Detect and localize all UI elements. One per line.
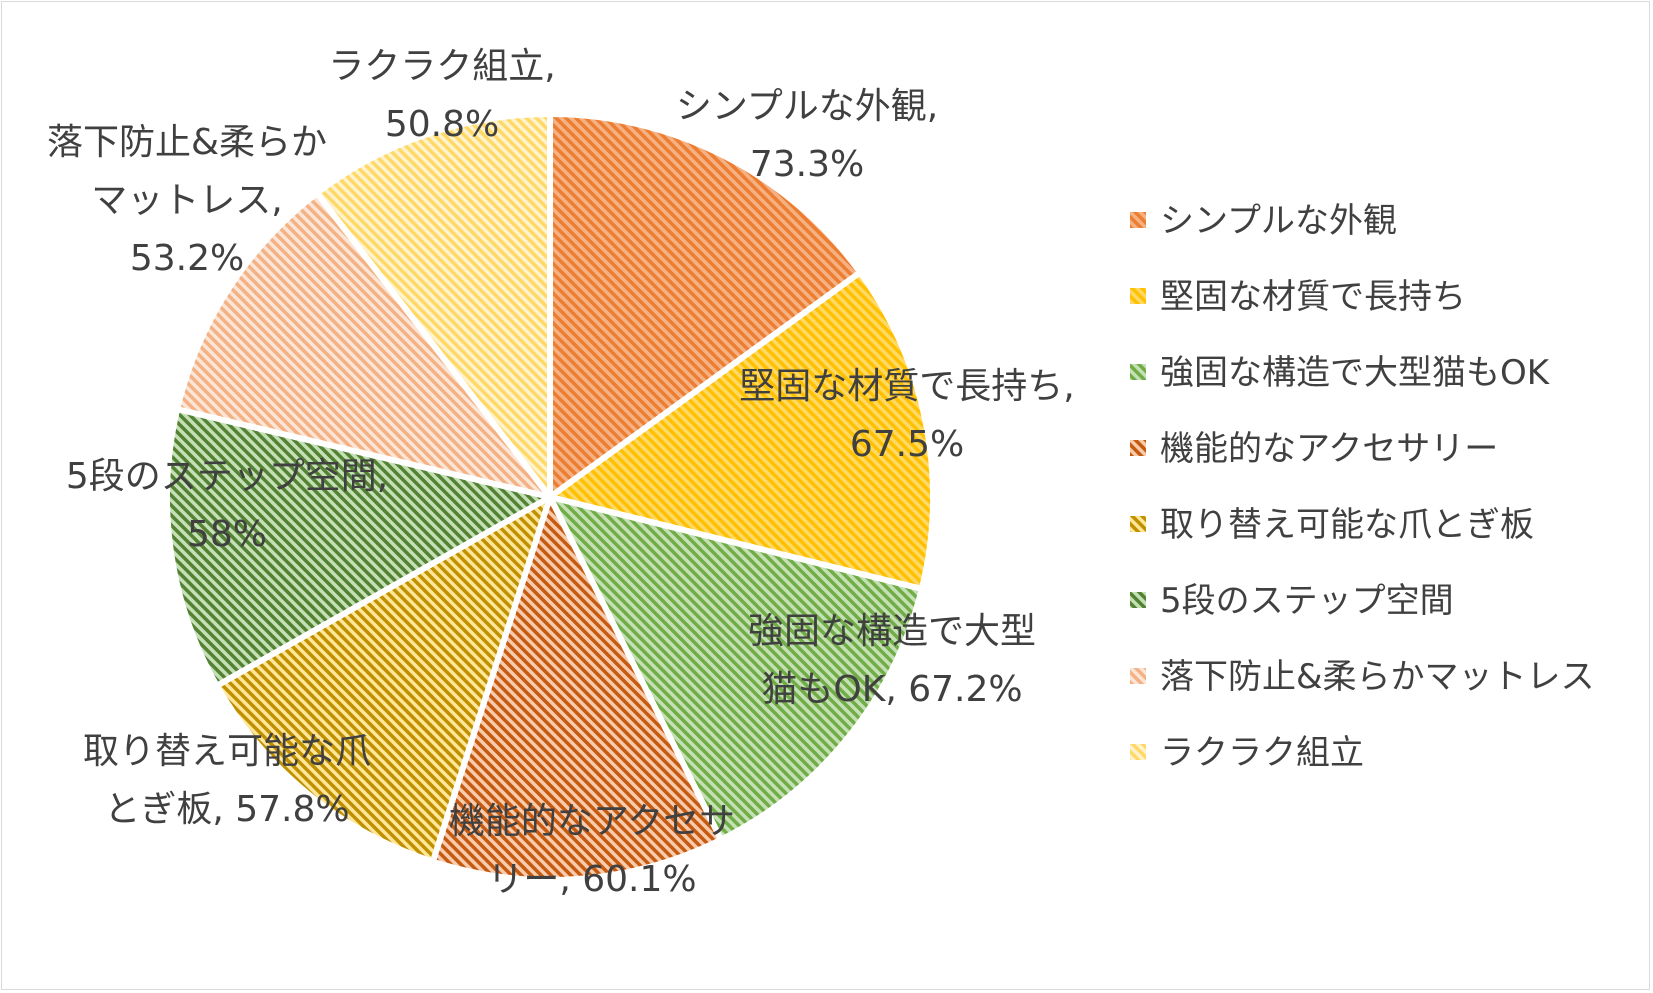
- legend-label-4: 機能的なアクセサリー: [1160, 429, 1498, 469]
- data-label-line: 73.3%: [750, 144, 864, 185]
- legend-swatch-5: [1130, 516, 1146, 532]
- legend-swatch-8: [1130, 744, 1146, 760]
- data-label-line: 5段のステップ空間,: [66, 456, 388, 497]
- data-label-line: マットレス,: [91, 180, 282, 221]
- data-label-line: 50.8%: [385, 104, 499, 145]
- legend-swatch-6: [1130, 592, 1146, 608]
- pie-slice-4: [429, 494, 725, 883]
- legend-label-6: 5段のステップ空間: [1160, 581, 1454, 621]
- data-label-7: 落下防止&柔らかマットレス, 53.2%: [47, 122, 327, 279]
- data-label-line: 堅固な材質で長持ち,: [739, 366, 1074, 407]
- legend-label-5: 取り替え可能な爪とぎ板: [1160, 505, 1534, 545]
- data-label-line: 67.5%: [850, 424, 964, 465]
- legend-label-1: シンプルな外観: [1160, 201, 1397, 241]
- pie-slice-5: [213, 494, 553, 865]
- legend-swatch-2: [1130, 288, 1146, 304]
- legend-label-3: 強固な構造で大型猫もOK: [1160, 353, 1551, 393]
- data-label-line: 58%: [187, 514, 267, 555]
- pie-slice-1: [547, 111, 864, 500]
- pie-slice-8: [313, 111, 553, 500]
- pie-slice-7: [174, 190, 553, 500]
- data-label-line: 53.2%: [130, 238, 244, 279]
- legend-swatch-1: [1130, 212, 1146, 228]
- data-label-line: 強固な構造で大型: [748, 611, 1036, 652]
- data-label-line: 猫もOK, 67.2%: [761, 669, 1022, 710]
- legend-label-7: 落下防止&柔らかマットレス: [1160, 657, 1595, 697]
- data-label-line: リー, 60.1%: [487, 859, 696, 900]
- legend-swatch-4: [1130, 440, 1146, 456]
- data-label-line: とぎ板, 57.8%: [104, 789, 349, 830]
- pie-slice-6: [164, 406, 553, 689]
- legend-label-8: ラクラク組立: [1160, 733, 1364, 773]
- data-label-line: ラクラク組立,: [328, 46, 555, 87]
- data-label-line: 落下防止&柔らか: [47, 122, 327, 163]
- data-label-2: 堅固な材質で長持ち, 67.5%: [739, 366, 1074, 465]
- pie-slice-3: [547, 494, 925, 843]
- legend-label-2: 堅固な材質で長持ち: [1160, 277, 1466, 317]
- slice-data-labels: シンプルな外観, 73.3% 堅固な材質で長持ち, 67.5% 強固な構造で大型猫もOK…: [47, 46, 1075, 900]
- data-label-line: 機能的なアクセサ: [449, 801, 735, 842]
- data-label-6: 5段のステップ空間, 58%: [66, 456, 388, 555]
- data-label-line: シンプルな外観,: [676, 86, 938, 127]
- data-label-1: シンプルな外観, 73.3%: [676, 86, 938, 185]
- data-label-line: 取り替え可能な爪: [83, 731, 371, 772]
- data-label-5: 取り替え可能な爪とぎ板, 57.8%: [83, 731, 371, 830]
- data-label-8: ラクラク組立, 50.8%: [328, 46, 555, 145]
- data-label-4: 機能的なアクセサリー, 60.1%: [449, 801, 735, 900]
- pie-slices: [164, 111, 936, 883]
- legend-swatch-3: [1130, 364, 1146, 380]
- pie-slice-2: [547, 269, 936, 592]
- data-label-3: 強固な構造で大型猫もOK, 67.2%: [748, 611, 1036, 710]
- legend-swatch-7: [1130, 668, 1146, 684]
